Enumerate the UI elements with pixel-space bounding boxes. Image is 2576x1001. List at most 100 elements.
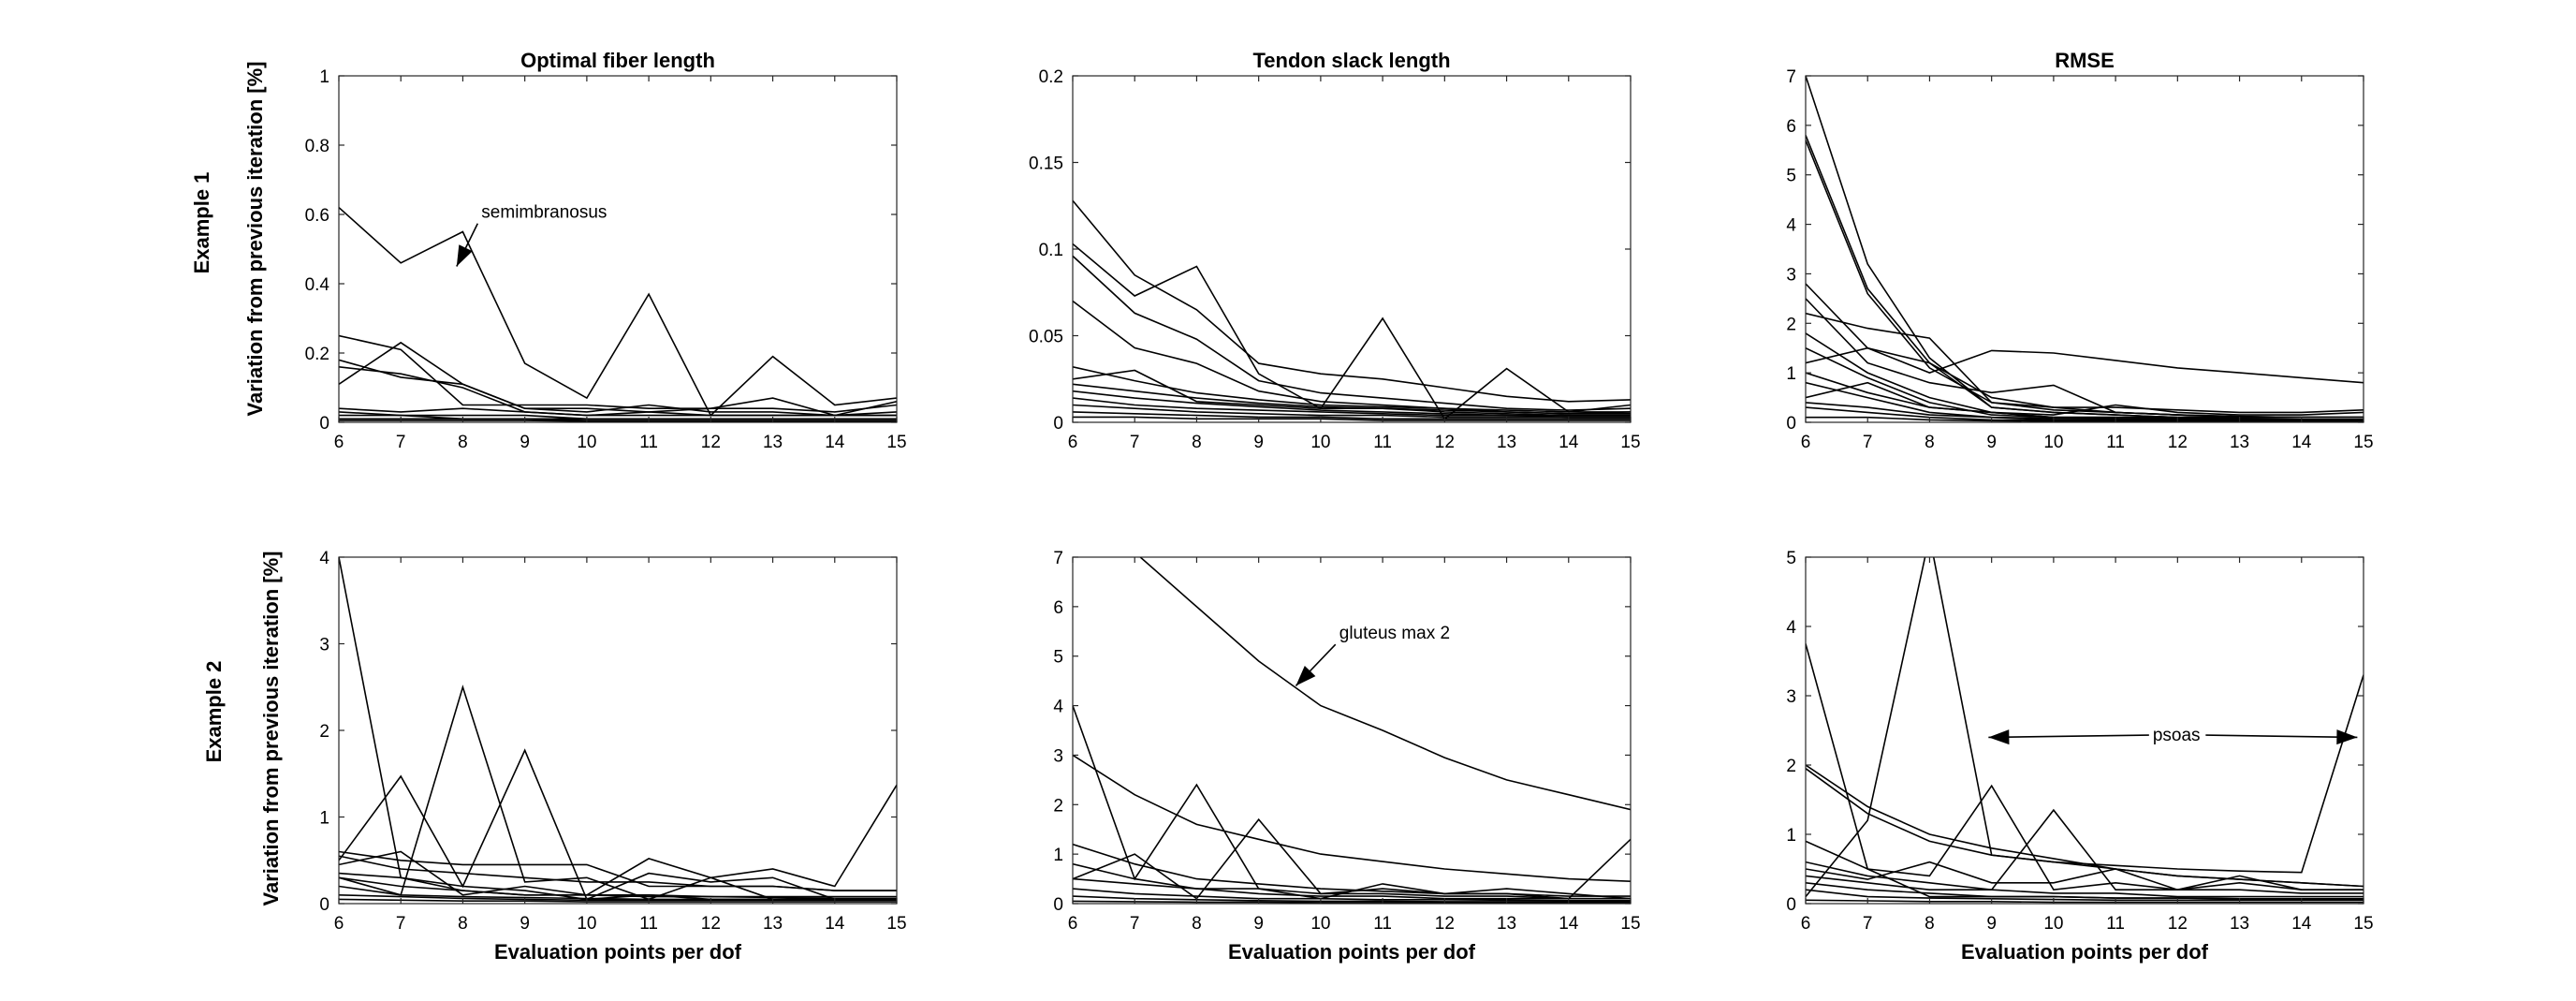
series-line-6: [1073, 369, 1631, 415]
x-tick-label: 14: [825, 914, 845, 934]
y-tick-label: 4: [319, 549, 329, 568]
y-tick-label: 0.2: [305, 345, 329, 364]
series-lines: [1073, 557, 1631, 904]
axes-box: [1805, 75, 2364, 423]
annotation-arrow-1-shaft: [1988, 734, 2149, 739]
y-axis-label-row-2: Variation from previous iteration [%]: [259, 552, 283, 906]
x-tick-label: 13: [763, 433, 783, 452]
series-line-11: [339, 898, 897, 903]
x-tick-label: 6: [334, 914, 344, 934]
series-line-2: [339, 334, 897, 413]
x-axis-label: Evaluation points per dof: [1961, 940, 2209, 964]
x-tick-label: 7: [1863, 914, 1873, 934]
x-tick-label: 9: [1986, 433, 1997, 452]
series-line-3: [1073, 255, 1631, 411]
annotation-arrow-1-head: [1988, 729, 2010, 745]
y-tick-label: 2: [1053, 796, 1063, 816]
series-line-6: [1806, 808, 2364, 891]
annotation-arrow-2-shaft: [2205, 734, 2358, 739]
series-lines: [339, 557, 897, 903]
series-line-1: [339, 557, 897, 898]
x-tick-label: 10: [2043, 433, 2063, 452]
chart-panel-2: 6 7 8 9 10 11 12 13 14 15 0 0.05 0.1 0.15 0.2 Tendon sl…: [1029, 49, 1641, 452]
x-tick-label: 11: [639, 433, 658, 452]
x-tick-label: 12: [1435, 433, 1455, 452]
x-tick-label: 15: [1620, 914, 1640, 934]
x-tick-label: 8: [1192, 914, 1202, 934]
annotation-1: gluteus max 2: [1295, 624, 1450, 686]
series-line-4: [1806, 283, 2364, 384]
series-lines: [339, 207, 897, 422]
series-line-11: [1806, 899, 2364, 904]
y-tick-label: 6: [1786, 117, 1796, 137]
annotation-1: semimbranosus: [456, 203, 607, 267]
axes-box: [1805, 556, 2364, 905]
y-tick-label: 5: [1786, 167, 1796, 186]
x-tick-label: 7: [1130, 433, 1140, 452]
series-line-1: [1806, 76, 2364, 419]
x-tick-label: 9: [1253, 914, 1264, 934]
series-line-5: [1806, 784, 2364, 891]
y-tick-label: 3: [319, 636, 329, 655]
x-tick-label: 11: [639, 914, 658, 934]
series-line-7: [1806, 332, 2364, 416]
x-tick-label: 8: [1925, 914, 1935, 934]
series-lines: [1073, 199, 1631, 421]
y-tick-label: 0: [1053, 895, 1063, 915]
y-tick-label: 2: [1786, 315, 1796, 334]
axes-box: [1072, 75, 1632, 423]
x-tick-label: 14: [1559, 433, 1579, 452]
chart-title: RMSE: [2055, 49, 2115, 72]
y-tick-label: 0: [1786, 895, 1796, 915]
y-tick-label: 0.2: [1039, 67, 1063, 87]
x-tick-label: 11: [2106, 914, 2125, 934]
x-tick-label: 12: [701, 914, 721, 934]
x-tick-label: 14: [2291, 914, 2312, 934]
series-line-8: [1806, 346, 2364, 420]
y-tick-label: 2: [319, 722, 329, 742]
x-tick-label: 11: [2106, 433, 2125, 452]
x-tick-label: 10: [577, 433, 596, 452]
y-tick-label: 0: [319, 414, 329, 434]
y-tick-label: 1: [1053, 846, 1063, 865]
x-tick-label: 8: [1192, 433, 1202, 452]
x-tick-label: 8: [1925, 433, 1935, 452]
y-tick-label: 1: [1786, 826, 1796, 846]
y-tick-label: 0: [1053, 414, 1063, 434]
series-line-12: [1806, 381, 2364, 420]
annotation-arrow-head: [456, 244, 473, 267]
y-tick-label: 2: [1786, 757, 1796, 776]
series-line-10: [339, 894, 897, 902]
x-tick-label: 8: [458, 914, 468, 934]
y-tick-label: 0.6: [305, 206, 329, 226]
row-label-example-2: Example 2: [202, 661, 226, 763]
y-axis-label-row-1: Variation from previous iteration [%]: [243, 62, 267, 417]
x-tick-label: 14: [2291, 433, 2312, 452]
series-line-4: [1073, 817, 1631, 900]
series-line-8: [1073, 888, 1631, 902]
series-line-2: [1073, 243, 1631, 420]
series-line-2: [1806, 643, 2364, 900]
x-tick-label: 13: [1497, 433, 1516, 452]
x-tick-label: 11: [1373, 433, 1392, 452]
y-tick-label: 3: [1786, 687, 1796, 707]
x-tick-label: 15: [886, 914, 906, 934]
x-tick-label: 12: [2168, 914, 2188, 934]
y-tick-label: 6: [1053, 598, 1063, 618]
series-line-1: [1806, 557, 2364, 898]
chart-title: Tendon slack length: [1252, 49, 1450, 72]
series-line-2: [1073, 754, 1631, 882]
y-tick-label: 5: [1786, 549, 1796, 568]
y-tick-label: 0.8: [305, 137, 329, 156]
series-line-1: [1139, 557, 1631, 811]
y-tick-label: 0.15: [1029, 155, 1063, 174]
x-tick-label: 15: [2353, 914, 2373, 934]
series-line-1: [339, 207, 897, 417]
y-tick-label: 4: [1786, 216, 1796, 236]
x-tick-label: 15: [2353, 433, 2373, 452]
x-axis-label: Evaluation points per dof: [1228, 940, 1476, 964]
annotation-arrow-2-head: [2336, 729, 2358, 745]
x-tick-label: 14: [1559, 914, 1579, 934]
